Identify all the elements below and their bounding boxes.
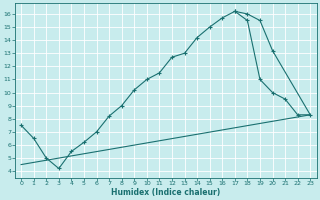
X-axis label: Humidex (Indice chaleur): Humidex (Indice chaleur): [111, 188, 220, 197]
